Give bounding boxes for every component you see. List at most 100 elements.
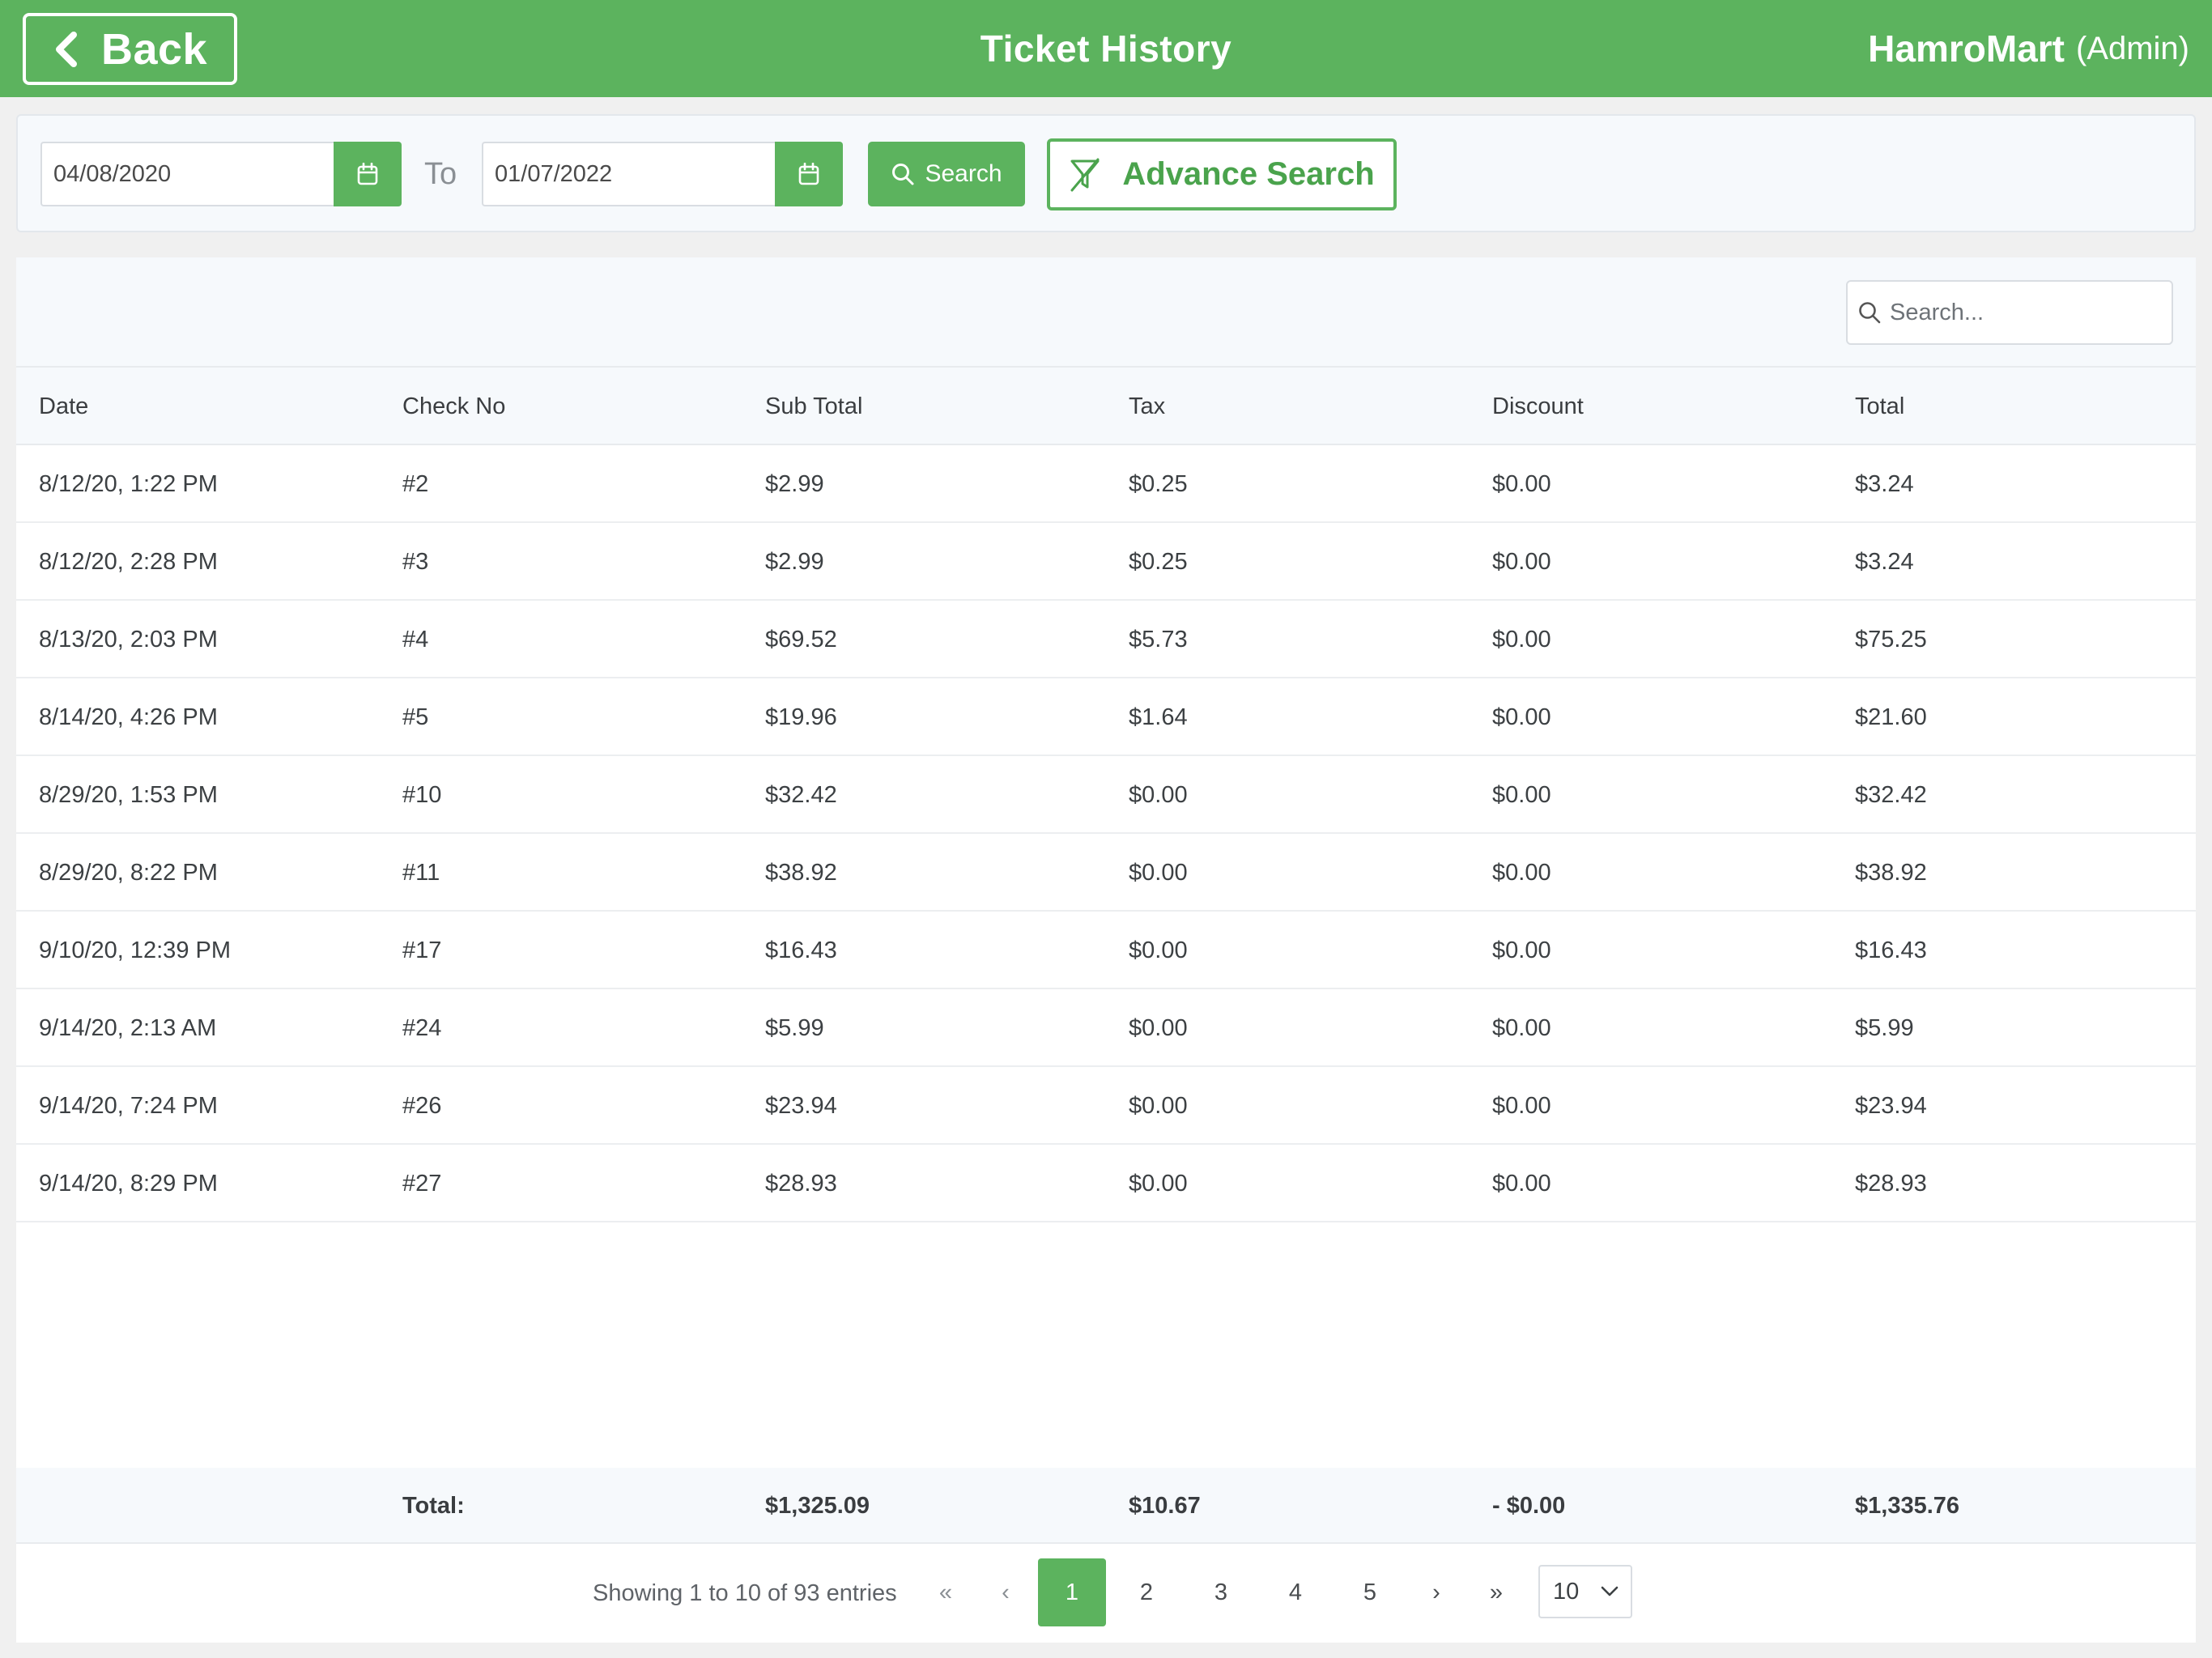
cell-sub-total: $2.99 — [765, 470, 824, 497]
column-header-tax[interactable]: Tax — [1129, 393, 1166, 419]
cell-total: $38.92 — [1855, 859, 1927, 886]
cell-date: 8/29/20, 8:22 PM — [39, 859, 218, 886]
cell-tax: $0.00 — [1129, 1170, 1188, 1197]
chevron-down-icon — [1601, 1586, 1619, 1596]
cell-check-no: #3 — [402, 548, 429, 575]
table-row[interactable]: 8/12/20, 1:22 PM #2 $2.99 $0.25 $0.00 $3… — [16, 445, 2196, 523]
cell-total: $32.42 — [1855, 781, 1927, 808]
cell-tax: $0.25 — [1129, 470, 1188, 497]
cell-total: $23.94 — [1855, 1092, 1927, 1119]
chevron-left-icon: ‹ — [1002, 1579, 1010, 1605]
cell-check-no: #26 — [402, 1092, 442, 1119]
filter-off-icon — [1070, 158, 1100, 191]
ticket-table-card: Date Check No Sub Total Tax Discount Tot… — [16, 257, 2196, 1643]
column-header-check-no[interactable]: Check No — [402, 393, 506, 419]
page-size-select[interactable]: 10 — [1538, 1565, 1632, 1618]
column-header-sub-total[interactable]: Sub Total — [765, 393, 863, 419]
cell-total: $5.99 — [1855, 1014, 1914, 1041]
table-row[interactable]: 8/29/20, 1:53 PM #10 $32.42 $0.00 $0.00 … — [16, 756, 2196, 834]
back-button[interactable]: Back — [23, 13, 237, 85]
prev-page-button[interactable]: ‹ — [972, 1558, 1040, 1626]
advance-search-button[interactable]: Advance Search — [1047, 138, 1397, 210]
table-row[interactable]: 9/10/20, 12:39 PM #17 $16.43 $0.00 $0.00… — [16, 912, 2196, 989]
next-page-button[interactable]: › — [1402, 1558, 1470, 1626]
from-date-input[interactable] — [40, 142, 334, 206]
cell-discount: $0.00 — [1492, 704, 1551, 730]
table-row[interactable]: 9/14/20, 7:24 PM #26 $23.94 $0.00 $0.00 … — [16, 1067, 2196, 1145]
app-header: Back Ticket History HamroMart (Admin) — [0, 0, 2212, 97]
brand: HamroMart (Admin) — [1868, 0, 2189, 97]
totals-discount: - $0.00 — [1492, 1492, 1566, 1519]
cell-discount: $0.00 — [1492, 937, 1551, 963]
cell-sub-total: $28.93 — [765, 1170, 837, 1197]
page-button-1[interactable]: 1 — [1038, 1558, 1106, 1626]
cell-sub-total: $2.99 — [765, 548, 824, 575]
column-header-total[interactable]: Total — [1855, 393, 1905, 419]
cell-check-no: #27 — [402, 1170, 442, 1197]
table-search-input[interactable] — [1890, 299, 2165, 326]
cell-tax: $0.00 — [1129, 1014, 1188, 1041]
page-button-3[interactable]: 3 — [1214, 1579, 1228, 1605]
column-header-date[interactable]: Date — [39, 393, 89, 419]
totals-sub-total: $1,325.09 — [765, 1492, 870, 1519]
cell-check-no: #2 — [402, 470, 429, 497]
brand-role: (Admin) — [2075, 30, 2189, 66]
page-button-2[interactable]: 2 — [1139, 1579, 1154, 1605]
cell-discount: $0.00 — [1492, 1092, 1551, 1119]
cell-date: 8/13/20, 2:03 PM — [39, 626, 218, 653]
table-row[interactable]: 9/14/20, 8:29 PM #27 $28.93 $0.00 $0.00 … — [16, 1145, 2196, 1222]
cell-total: $3.24 — [1855, 470, 1914, 497]
cell-sub-total: $19.96 — [765, 704, 837, 730]
table-row[interactable]: 8/14/20, 4:26 PM #5 $19.96 $1.64 $0.00 $… — [16, 678, 2196, 756]
cell-check-no: #17 — [402, 937, 442, 963]
cell-tax: $1.64 — [1129, 704, 1188, 730]
totals-label: Total: — [402, 1492, 465, 1519]
table-row[interactable]: 8/29/20, 8:22 PM #11 $38.92 $0.00 $0.00 … — [16, 834, 2196, 912]
cell-tax: $5.73 — [1129, 626, 1188, 653]
cell-total: $21.60 — [1855, 704, 1927, 730]
page-button-5[interactable]: 5 — [1363, 1579, 1377, 1605]
table-row[interactable]: 9/14/20, 2:13 AM #24 $5.99 $0.00 $0.00 $… — [16, 989, 2196, 1067]
cell-discount: $0.00 — [1492, 859, 1551, 886]
table-body: 8/12/20, 1:22 PM #2 $2.99 $0.25 $0.00 $3… — [16, 445, 2196, 1222]
cell-sub-total: $69.52 — [765, 626, 837, 653]
to-date-input[interactable] — [482, 142, 775, 206]
search-button[interactable]: Search — [868, 142, 1025, 206]
cell-tax: $0.25 — [1129, 548, 1188, 575]
totals-tax: $10.67 — [1129, 1492, 1201, 1519]
cell-check-no: #5 — [402, 704, 429, 730]
chevron-right-icon: › — [1432, 1579, 1440, 1605]
calendar-icon — [357, 163, 378, 185]
cell-tax: $0.00 — [1129, 781, 1188, 808]
cell-sub-total: $38.92 — [765, 859, 837, 886]
date-filter-bar: To Search Advance Search — [16, 114, 2196, 232]
column-header-discount[interactable]: Discount — [1492, 393, 1584, 419]
totals-total: $1,335.76 — [1855, 1492, 1960, 1519]
cell-date: 9/14/20, 2:13 AM — [39, 1014, 217, 1041]
to-label: To — [424, 156, 457, 191]
cell-discount: $0.00 — [1492, 1170, 1551, 1197]
table-row[interactable]: 8/12/20, 2:28 PM #3 $2.99 $0.25 $0.00 $3… — [16, 523, 2196, 601]
cell-discount: $0.00 — [1492, 781, 1551, 808]
chevron-left-icon — [55, 31, 77, 67]
cell-date: 8/29/20, 1:53 PM — [39, 781, 218, 808]
page-size-value: 10 — [1553, 1578, 1580, 1605]
table-search-box[interactable] — [1846, 280, 2173, 345]
cell-check-no: #11 — [402, 859, 440, 886]
page-button-4[interactable]: 4 — [1288, 1579, 1303, 1605]
calendar-icon — [798, 163, 819, 185]
last-page-button[interactable]: » — [1462, 1558, 1530, 1626]
cell-date: 8/12/20, 2:28 PM — [39, 548, 218, 575]
table-toolbar — [16, 257, 2196, 368]
cell-sub-total: $5.99 — [765, 1014, 824, 1041]
cell-discount: $0.00 — [1492, 1014, 1551, 1041]
from-date-calendar-button[interactable] — [334, 142, 402, 206]
table-row[interactable]: 8/13/20, 2:03 PM #4 $69.52 $5.73 $0.00 $… — [16, 601, 2196, 678]
cell-discount: $0.00 — [1492, 626, 1551, 653]
cell-total: $3.24 — [1855, 548, 1914, 575]
cell-tax: $0.00 — [1129, 859, 1188, 886]
cell-date: 8/12/20, 1:22 PM — [39, 470, 218, 497]
to-date-calendar-button[interactable] — [775, 142, 843, 206]
cell-date: 9/14/20, 7:24 PM — [39, 1092, 218, 1119]
first-page-button[interactable]: « — [912, 1558, 980, 1626]
